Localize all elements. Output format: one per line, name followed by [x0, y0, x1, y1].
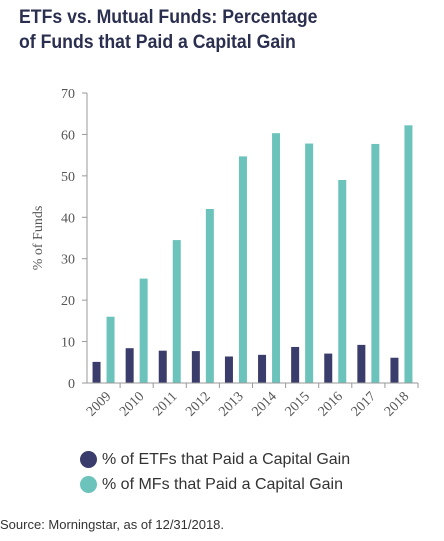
bar-mf-2017	[371, 143, 380, 383]
x-tick-label-2010: 2010	[117, 389, 147, 419]
y-tick-label: 70	[61, 87, 75, 102]
bar-mf-2010	[139, 278, 148, 383]
bar-mf-2009	[106, 316, 115, 383]
title-line-2: of Funds that Paid a Capital Gain	[19, 32, 296, 53]
y-axis-label: % of Funds	[31, 206, 46, 271]
x-tick-label-2012: 2012	[183, 389, 213, 419]
x-tick-label-2017: 2017	[349, 389, 379, 419]
x-tick-label-2018: 2018	[382, 389, 412, 419]
legend-item-etfs: % of ETFs that Paid a Capital Gain	[80, 447, 350, 472]
bar-mf-2014	[272, 133, 281, 383]
legend: % of ETFs that Paid a Capital Gain % of …	[80, 447, 350, 497]
y-tick-label: 20	[61, 294, 75, 309]
bar-mf-2011	[172, 240, 181, 383]
x-tick-label-2015: 2015	[283, 389, 313, 419]
bar-etf-2015	[291, 346, 300, 383]
legend-swatch-etfs	[80, 451, 97, 468]
bar-etf-2013	[224, 356, 233, 383]
bar-etf-2018	[390, 357, 399, 383]
bar-chart: 0 10 20 30 40 50 60 70 2009 2010 2011 2012 2013 2014…	[31, 87, 419, 420]
bar-mf-2015	[305, 143, 314, 383]
legend-label-mfs: % of MFs that Paid a Capital Gain	[102, 475, 343, 493]
bar-etf-2016	[324, 353, 333, 383]
chart-title: ETFs vs. Mutual Funds: Percentage of Fun…	[19, 5, 439, 55]
x-tick-label-2009: 2009	[84, 389, 114, 419]
x-tick-label-2011: 2011	[151, 389, 181, 419]
y-tick-label: 50	[61, 170, 75, 185]
title-line-1: ETFs vs. Mutual Funds: Percentage	[19, 7, 318, 28]
x-tick-label-2013: 2013	[216, 389, 246, 419]
bar-mf-2013	[238, 156, 247, 383]
bar-etf-2012	[191, 351, 200, 383]
legend-swatch-mfs	[80, 476, 97, 493]
y-tick-label: 60	[61, 128, 75, 143]
legend-item-mfs: % of MFs that Paid a Capital Gain	[80, 472, 350, 497]
bar-etf-2011	[158, 350, 167, 383]
bar-mf-2016	[338, 180, 347, 383]
y-tick-label: 30	[61, 253, 75, 268]
bar-etf-2017	[357, 344, 366, 383]
source-note: Source: Morningstar, as of 12/31/2018.	[0, 517, 225, 532]
bar-mf-2012	[205, 209, 214, 383]
y-tick-label: 0	[68, 377, 75, 392]
bar-mf-2018	[404, 125, 413, 384]
bar-etf-2009	[92, 361, 101, 383]
legend-label-etfs: % of ETFs that Paid a Capital Gain	[102, 450, 351, 468]
y-tick-label: 10	[61, 336, 75, 351]
bar-etf-2010	[125, 348, 134, 383]
x-tick-label-2014: 2014	[249, 389, 279, 419]
y-tick-label: 40	[61, 211, 75, 226]
x-tick-label-2016: 2016	[316, 389, 346, 419]
bar-etf-2014	[258, 354, 267, 383]
